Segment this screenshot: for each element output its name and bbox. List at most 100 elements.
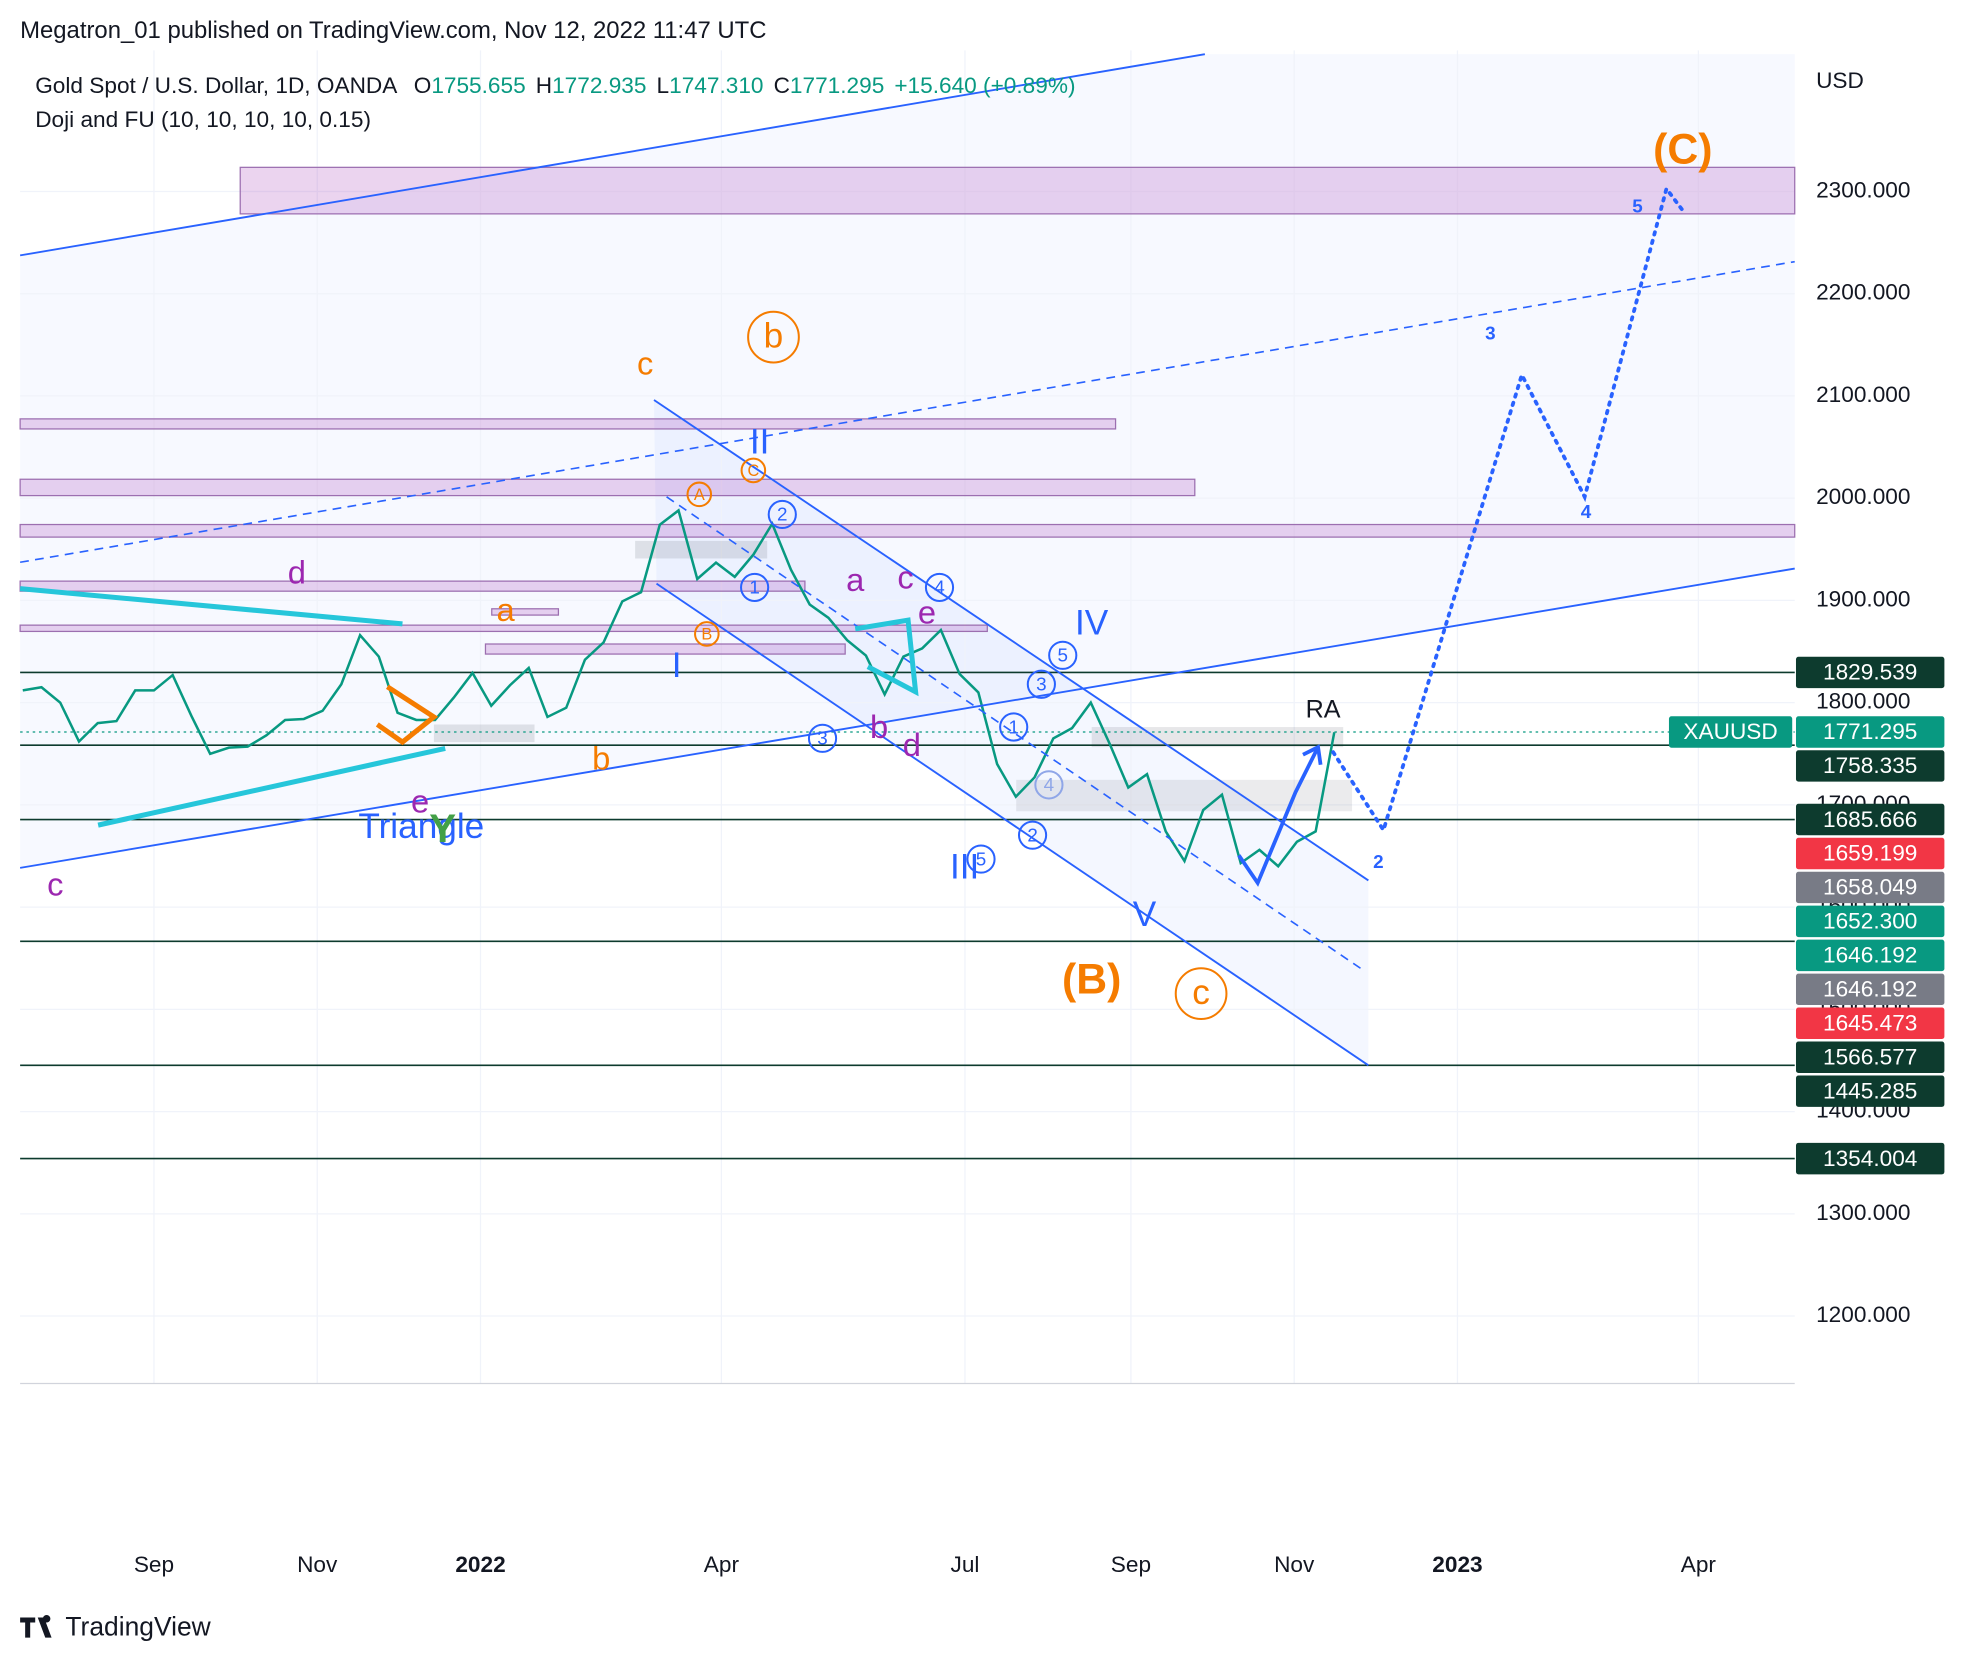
annotation-ring [767,499,797,530]
zone [19,523,1796,538]
annotation: RA [1306,695,1341,723]
annotation: 3 [817,728,828,749]
annotation-ring [999,712,1029,742]
zone [19,624,988,633]
x-tick-label: Nov [1274,1552,1315,1577]
price-tag [1795,803,1945,836]
channel-fill [20,54,1795,868]
annotation: d [903,726,921,763]
triangle-line [97,745,446,828]
annotation: C [747,462,759,480]
annotation: IV [1075,603,1109,642]
x-tick-label: 2023 [1432,1552,1482,1577]
background-layer [20,54,1795,1066]
y-tick-label: 2000.000 [1816,484,1910,509]
annotation: V [1133,895,1157,934]
channel-fill [654,400,1369,1066]
annotation: 4 [934,577,945,598]
annotation: b [592,740,610,777]
annotation-ring [740,457,767,484]
annotation-ring [1174,967,1228,1021]
annotation: 2 [1027,824,1038,845]
zones [19,166,1796,812]
annotation: b [764,317,784,356]
zone [19,580,806,592]
annotation: 4 [1581,501,1592,522]
price-tag-label: 1829.539 [1823,660,1917,685]
annotation: B [701,626,712,644]
byline: Megatron_01 published on TradingView.com… [20,17,766,44]
price-tag [1795,750,1945,782]
annotation-ring [807,723,838,753]
zone [484,643,846,655]
price-tag [1795,871,1945,904]
x-tick-label: Jul [951,1552,980,1577]
trend-line [666,496,1362,970]
price-line [22,508,1336,869]
annotation: Triangle [358,807,484,846]
price-tag [1795,1142,1945,1175]
annotation-ring [686,481,713,508]
price-tag [1795,837,1945,870]
annotation: I [672,646,682,685]
price-tag [1795,1007,1945,1039]
price-tag-label: 1445.285 [1823,1078,1917,1103]
ohlc-key: H [536,73,552,98]
annotation: a [496,591,515,628]
logo: TradingView [20,1612,212,1642]
trend-line [655,582,1369,1067]
price-tag-label: 1646.192 [1823,943,1917,968]
price-tag-label: 1566.577 [1823,1044,1917,1069]
drawings [19,53,1795,1385]
annotation: d [288,553,306,590]
annotation: 5 [1632,196,1643,217]
ohlc-value: 1771.295 [790,73,884,98]
price-tag [1795,1041,1945,1073]
annotation: b [870,708,888,745]
symbol-tag [1668,716,1793,748]
x-tick-label: Apr [704,1552,740,1577]
annotation: (B) [1062,956,1121,1004]
annotation: 2 [777,504,788,525]
annotation: 3 [1036,673,1047,694]
ohlc-key: C [774,73,790,98]
ohlc-key: L [657,73,670,98]
price-tag-label: 1652.300 [1823,909,1917,934]
y-tick-label: 1300.000 [1816,1200,1910,1225]
annotation: II [750,422,770,461]
annotation: c [47,865,63,902]
price-tag [1795,939,1945,972]
annotation-ring [1017,820,1048,850]
currency: USD [1816,68,1864,93]
annotation: 5 [1058,645,1069,666]
pattern [854,617,919,697]
annotation-ring [924,572,955,602]
price-tag [1795,1075,1945,1107]
triangle-line [19,586,403,627]
price-tag [1795,716,1945,748]
annotation-ring [966,844,996,874]
ohlc-value: 1772.935 [552,73,646,98]
x-tick-label: Apr [1681,1552,1717,1577]
symbol: Gold Spot / U.S. Dollar, 1D, OANDA [35,73,398,98]
projection [1331,184,1688,835]
y-tick-label: 1900.000 [1816,586,1910,611]
trend-line [653,399,1369,882]
footer-brand: TradingView [65,1612,211,1642]
x-tick-label: Sep [134,1552,174,1577]
y-tick-label: 2100.000 [1816,382,1910,407]
annotation: c [1192,973,1210,1012]
annotation-ring [694,621,720,647]
zone [19,478,1196,497]
annotation-ring [1026,669,1056,699]
pattern [375,684,439,746]
annotation-ring [747,310,800,364]
ohlc-value: 1747.310 [669,73,763,98]
price-tag [1795,973,1945,1006]
logo-mark [20,1614,52,1638]
zone [239,166,1796,215]
indicator: Doji and FU (10, 10, 10, 10, 0.15) [35,107,371,132]
trend-line [19,53,1206,257]
price-tag-label: 1658.049 [1823,875,1917,900]
y-tick-label: 2200.000 [1816,280,1910,305]
